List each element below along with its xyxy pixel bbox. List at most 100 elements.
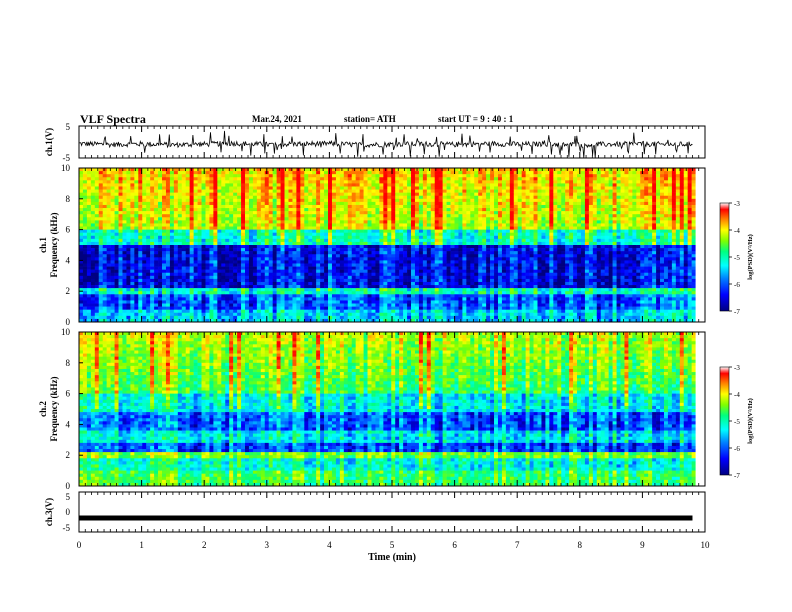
spectrogram-cell <box>446 223 451 227</box>
spectrogram-cell <box>284 204 289 209</box>
spectrogram-cell <box>367 278 372 283</box>
spectrogram-cell <box>142 204 147 209</box>
spectrogram-cell <box>418 245 424 249</box>
spectrogram-cell <box>454 269 459 274</box>
spectrogram-cell <box>351 297 356 301</box>
spectrogram-cell <box>122 180 127 184</box>
spectrogram-cell <box>434 245 439 249</box>
spectrogram-cell <box>430 288 436 292</box>
spectrogram-cell <box>351 309 356 314</box>
spectrogram-cell <box>407 306 412 310</box>
spectrogram-cell <box>134 198 139 203</box>
spectrogram-cell <box>181 183 187 187</box>
spectrogram-cell <box>221 171 226 175</box>
spectrogram-cell <box>154 266 159 270</box>
spectrogram-cell <box>221 275 226 280</box>
spectrogram-cell <box>343 201 349 206</box>
spectrogram-cell <box>102 204 107 209</box>
spectrogram-cell <box>237 217 242 221</box>
spectrogram-cell <box>276 174 281 178</box>
spectrogram-cell <box>430 303 436 307</box>
spectrogram-cell <box>418 238 424 243</box>
spectrogram-cell <box>79 192 84 197</box>
spectrogram-cell <box>276 168 281 172</box>
spectrogram-cell <box>442 198 447 203</box>
spectrogram-cell <box>177 263 183 267</box>
spectrogram-cell <box>106 275 111 280</box>
spectrogram-cell <box>328 235 333 240</box>
spectrogram-cell <box>114 315 119 320</box>
spectrogram-cell <box>296 223 301 227</box>
spectrogram-cell <box>391 251 396 255</box>
spectrogram-cell <box>371 251 376 255</box>
spectrogram-cell <box>146 192 151 197</box>
spectrogram-cell <box>300 257 305 261</box>
spectrogram-cell <box>165 174 171 178</box>
spectrogram-cell <box>197 294 202 298</box>
spectrogram-cell <box>197 263 202 267</box>
spectrogram-cell <box>248 285 254 289</box>
spectrogram-cell <box>260 180 266 184</box>
spectrogram-cell <box>454 186 459 190</box>
spectrogram-cell <box>197 309 202 314</box>
spectrogram-cell <box>213 229 218 233</box>
spectrogram-cell <box>426 223 432 227</box>
spectrogram-cell <box>316 180 321 184</box>
spectrogram-cell <box>114 177 119 181</box>
spectrogram-cell <box>217 294 222 298</box>
spectrogram-cell <box>201 168 206 172</box>
spectrogram-cell <box>162 229 167 233</box>
spectrogram-cell <box>442 272 447 277</box>
spectrogram-cell <box>181 281 187 286</box>
spectrogram-cell <box>300 220 305 224</box>
spectrogram-cell <box>355 251 360 255</box>
spectrogram-cell <box>134 192 139 197</box>
spectrogram-cell <box>414 235 420 240</box>
spectrogram-cell <box>233 263 238 267</box>
spectrogram-cell <box>324 217 329 221</box>
spectrogram-cell <box>339 291 345 295</box>
spectrogram-cell <box>260 254 266 258</box>
spectrogram-cell <box>339 294 345 298</box>
spectrogram-cell <box>300 241 305 246</box>
spectrogram-cell <box>134 315 139 320</box>
spectrogram-cell <box>426 278 432 283</box>
spectrogram-cell <box>403 291 408 295</box>
spectrogram-cell <box>438 204 443 209</box>
spectrogram-cell <box>260 192 266 197</box>
spectrogram-cell <box>328 198 333 203</box>
spectrogram-cell <box>181 294 187 298</box>
spectrogram-cell <box>252 300 258 304</box>
spectrogram-cell <box>379 198 384 203</box>
spectrogram-cell <box>245 254 250 258</box>
spectrogram-cell <box>407 281 412 286</box>
spectrogram-cell <box>237 186 242 190</box>
spectrogram-cell <box>130 269 135 274</box>
spectrogram-cell <box>173 195 179 200</box>
spectrogram-cell <box>94 281 100 286</box>
spectrogram-cell <box>79 183 84 187</box>
spectrogram-cell <box>367 257 372 261</box>
spectrogram-cell <box>268 211 273 215</box>
spectrogram-cell <box>185 245 190 249</box>
spectrogram-cell <box>268 201 273 206</box>
spectrogram-cell <box>324 186 329 190</box>
spectrogram-cell <box>466 297 471 301</box>
spectrogram-cell <box>454 198 459 203</box>
spectrogram-cell <box>320 254 325 258</box>
spectrogram-cell <box>138 315 143 320</box>
spectrogram-cell <box>252 269 258 274</box>
spectrogram-cell <box>118 251 123 255</box>
spectrogram-cell <box>98 254 104 258</box>
spectrogram-cell <box>351 238 356 243</box>
spectrogram-cell <box>446 180 451 184</box>
spectrogram-cell <box>245 174 250 178</box>
spectrogram-cell <box>328 275 333 280</box>
spectrogram-cell <box>450 186 455 190</box>
spectrogram-cell <box>102 294 107 298</box>
spectrogram-cell <box>181 198 187 203</box>
spectrogram-cell <box>399 263 404 267</box>
spectrogram-cell <box>221 306 226 310</box>
spectrogram-cell <box>106 229 111 233</box>
spectrogram-cell <box>245 260 250 264</box>
